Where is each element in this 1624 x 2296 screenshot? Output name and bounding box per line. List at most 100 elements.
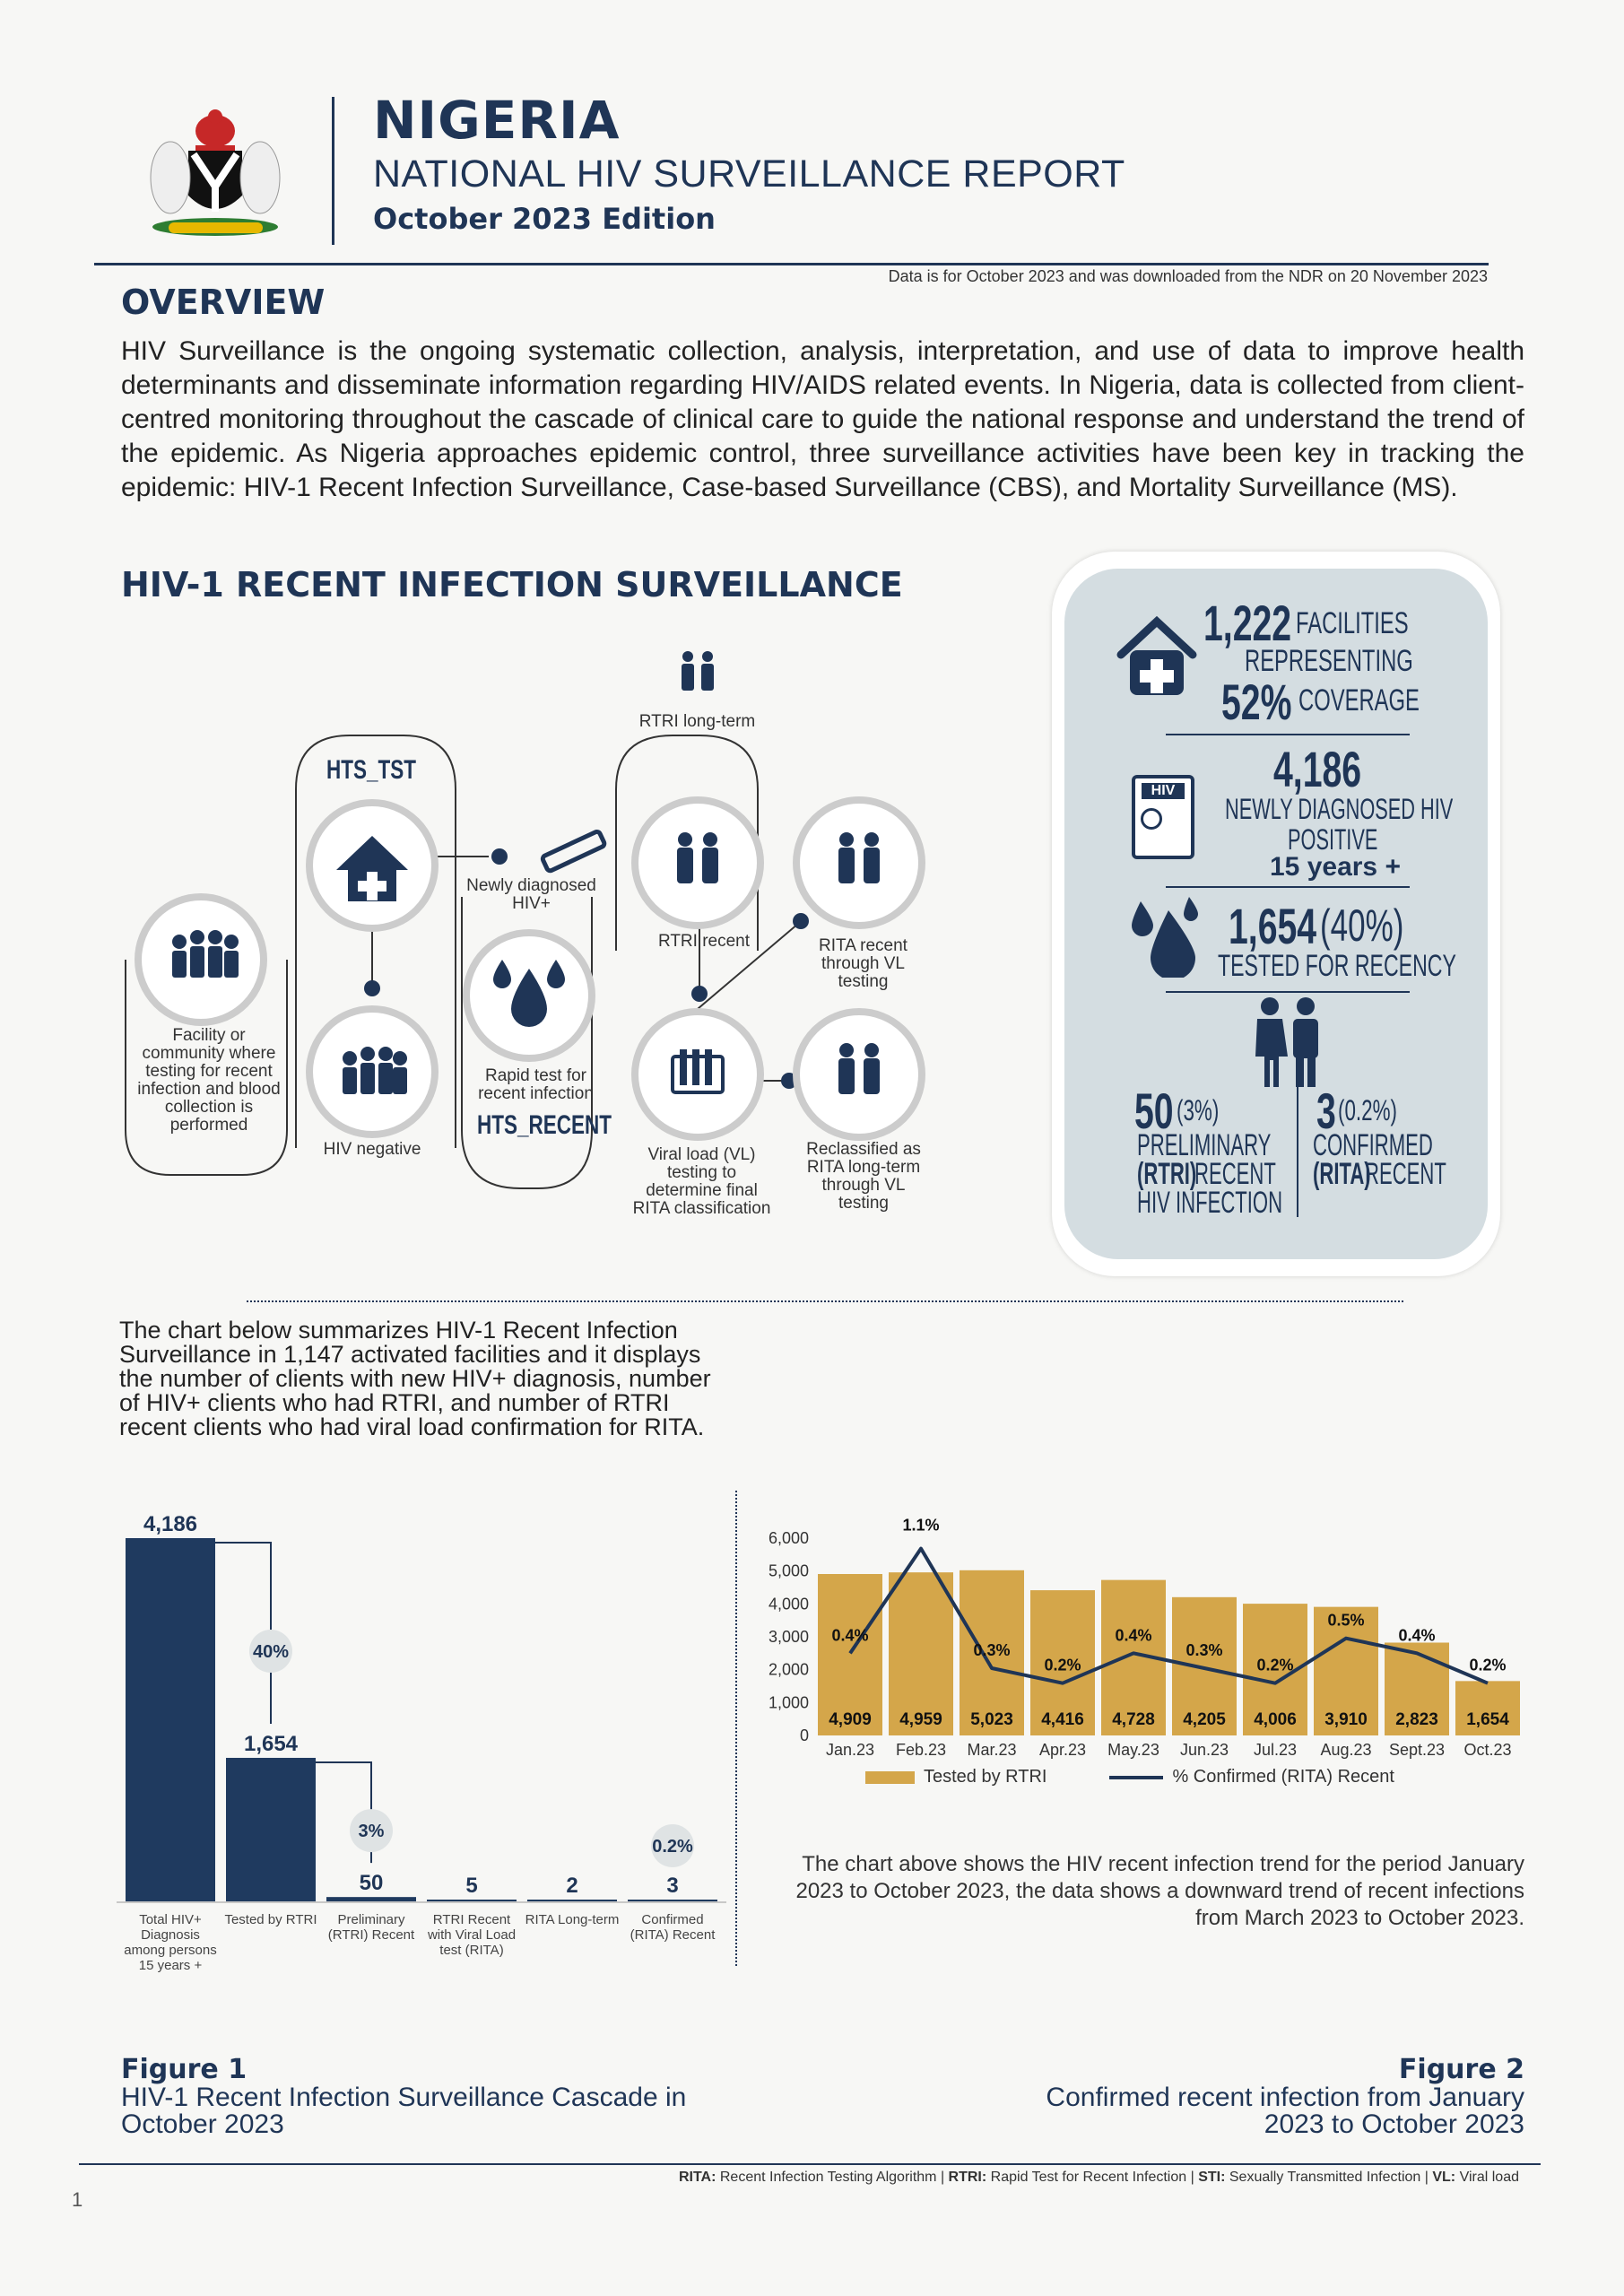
trend-line-label: 0.4% — [831, 1626, 868, 1644]
section-dotted-divider — [247, 1300, 1403, 1302]
flow-label-hts-tst: HTS_TST — [326, 755, 417, 785]
trend-y-tick: 4,000 — [769, 1595, 809, 1613]
prelim-label-3: HIV INFECTION — [1137, 1186, 1283, 1220]
hiv-document-icon: HIV — [1132, 775, 1194, 859]
newly-diagnosed-age: 15 years + — [1270, 852, 1401, 882]
newly-diagnosed-label-1: NEWLY DIAGNOSED HIV — [1225, 793, 1454, 825]
footer-separator: | — [936, 2170, 949, 2185]
trend-legend: Tested by RTRI % Confirmed (RITA) Recent — [865, 1767, 1394, 1787]
cascade-value-label: 50 — [360, 1871, 384, 1895]
header-rule — [94, 263, 1489, 265]
blood-drops-icon — [1132, 897, 1198, 978]
overview-text: HIV Surveillance is the ongoing systemat… — [121, 336, 1524, 502]
trend-chart: 0 1,000 2,000 3,000 4,000 5,000 6,000 4,909 Jan.… — [769, 1517, 1520, 1759]
coat-of-arms-logo — [142, 97, 290, 240]
trend-line-label: 0.3% — [1185, 1641, 1222, 1659]
trend-bar-value: 4,205 — [1183, 1710, 1226, 1729]
trend-y-tick: 0 — [800, 1726, 809, 1744]
facility-house-icon — [1116, 615, 1197, 695]
cascade-bar — [427, 1900, 517, 1901]
trend-bar — [960, 1570, 1024, 1735]
cascade-value-label: 4,186 — [143, 1512, 197, 1536]
cascade-bar — [226, 1757, 316, 1901]
trend-bar-value: 3,910 — [1324, 1710, 1368, 1729]
flow-label-hiv-negative: HIV negative — [323, 1140, 421, 1159]
cascade-bar — [326, 1897, 416, 1901]
cascade-percent-bubble — [651, 1824, 694, 1867]
figure-2-title: Figure 2 — [1398, 2054, 1524, 2085]
cascade-category-label: RTRI Recent with Viral Load test (RITA) — [427, 1912, 517, 1958]
confirmed-percent: (0.2%) — [1338, 1094, 1397, 1126]
cascade-value-label: 5 — [465, 1874, 477, 1898]
trend-line-label: 0.2% — [1469, 1657, 1506, 1674]
trend-line — [848, 1546, 1489, 1685]
trend-y-tick: 1,000 — [769, 1693, 809, 1711]
trend-bar — [818, 1574, 882, 1735]
cascade-bar — [527, 1900, 617, 1901]
trend-bar — [1455, 1681, 1520, 1735]
trend-line-label: 0.2% — [1256, 1657, 1293, 1674]
trend-bar-value: 4,416 — [1041, 1710, 1084, 1729]
newly-diagnosed-number: 4,186 — [1273, 741, 1362, 797]
trend-bar — [1314, 1606, 1378, 1735]
confirmed-label-2a: (RITA) — [1313, 1157, 1371, 1191]
cascade-percent-bubble — [249, 1629, 292, 1673]
prelim-label-2b: RECENT — [1194, 1157, 1276, 1191]
trend-y-tick: 2,000 — [769, 1661, 809, 1679]
cascade-percent-label: 40% — [253, 1642, 289, 1662]
trend-bar-value: 4,909 — [829, 1710, 872, 1729]
trend-y-tick: 6,000 — [769, 1529, 809, 1547]
trend-x-tick: Jan.23 — [826, 1741, 874, 1759]
flow-label-hts-recent: HTS_RECENT — [477, 1110, 612, 1140]
trend-bar — [1172, 1596, 1237, 1735]
flow-label-reclassified: Reclassified as RITA long-term through V… — [806, 1140, 921, 1213]
legend-bar-label: Tested by RTRI — [924, 1767, 1047, 1787]
stats-divider-vertical — [1297, 1087, 1298, 1217]
trend-bar — [889, 1572, 953, 1735]
chart-dotted-divider — [735, 1491, 737, 1966]
trend-bar — [1030, 1590, 1095, 1735]
flow-label-rita-recent: RITA recent through VL testing — [819, 936, 908, 991]
trend-line-label: 0.2% — [1044, 1657, 1081, 1674]
stats-divider-1 — [1166, 734, 1410, 735]
footer-abbr-key: RITA: — [678, 2170, 720, 2185]
cascade-bar — [628, 1900, 717, 1901]
footer-rule — [79, 2163, 1541, 2165]
cascade-percent-label: 3% — [359, 1822, 385, 1841]
footer-abbr-text: Rapid Test for Recent Infection — [990, 2170, 1187, 2185]
flow-label-rapid-test: Rapid test for recent infection — [478, 1066, 594, 1103]
trend-bar-value: 5,023 — [970, 1710, 1013, 1729]
footer-separator: | — [1420, 2170, 1433, 2185]
tested-label: TESTED FOR RECENCY — [1218, 949, 1456, 983]
stats-divider-3 — [1166, 991, 1410, 993]
cascade-value-label: 1,654 — [244, 1732, 299, 1756]
cascade-value-label: 3 — [666, 1874, 678, 1898]
trend-line-label: 0.4% — [1398, 1626, 1435, 1644]
legend-bar-swatch — [865, 1770, 915, 1784]
hiv-document-label: HIV — [1142, 783, 1185, 799]
confirmed-label-2b: RECENT — [1365, 1157, 1446, 1191]
figure-1-caption: HIV-1 Recent Infection Surveillance Casc… — [121, 2083, 687, 2139]
trend-y-tick: 5,000 — [769, 1562, 809, 1580]
rits-heading: HIV-1 RECENT INFECTION SURVEILLANCE — [121, 565, 903, 604]
trend-x-tick: Jul.23 — [1254, 1741, 1297, 1759]
report-title: NATIONAL HIV SURVEILLANCE REPORT — [373, 152, 1125, 196]
trend-line-label: 0.5% — [1327, 1612, 1364, 1630]
trend-line-label: 0.3% — [973, 1641, 1010, 1659]
trend-x-tick: Mar.23 — [967, 1741, 1016, 1759]
trend-bar — [1385, 1642, 1449, 1735]
legend-line-label: % Confirmed (RITA) Recent — [1172, 1767, 1394, 1787]
footer-abbr-text: Recent Infection Testing Algorithm — [719, 2170, 937, 2185]
flow-label-newly-diagnosed: Newly diagnosed HIV+ — [466, 876, 596, 913]
cascade-bar — [126, 1538, 215, 1901]
tested-number: 1,654 — [1229, 898, 1317, 954]
trend-bar-value: 4,728 — [1112, 1710, 1155, 1729]
newly-diagnosed-label-2: POSITIVE — [1288, 823, 1378, 856]
figure-1-title: Figure 1 — [121, 2054, 248, 2085]
summary-text: The chart below summarizes HIV-1 Recent … — [119, 1317, 711, 1440]
page-number: 1 — [72, 2188, 83, 2211]
coverage-percent: 52% — [1221, 674, 1292, 730]
trend-line-label: 0.4% — [1115, 1626, 1151, 1644]
facilities-label: FACILITIES — [1296, 606, 1409, 640]
prelim-label-2a: (RTRI) — [1137, 1157, 1197, 1191]
